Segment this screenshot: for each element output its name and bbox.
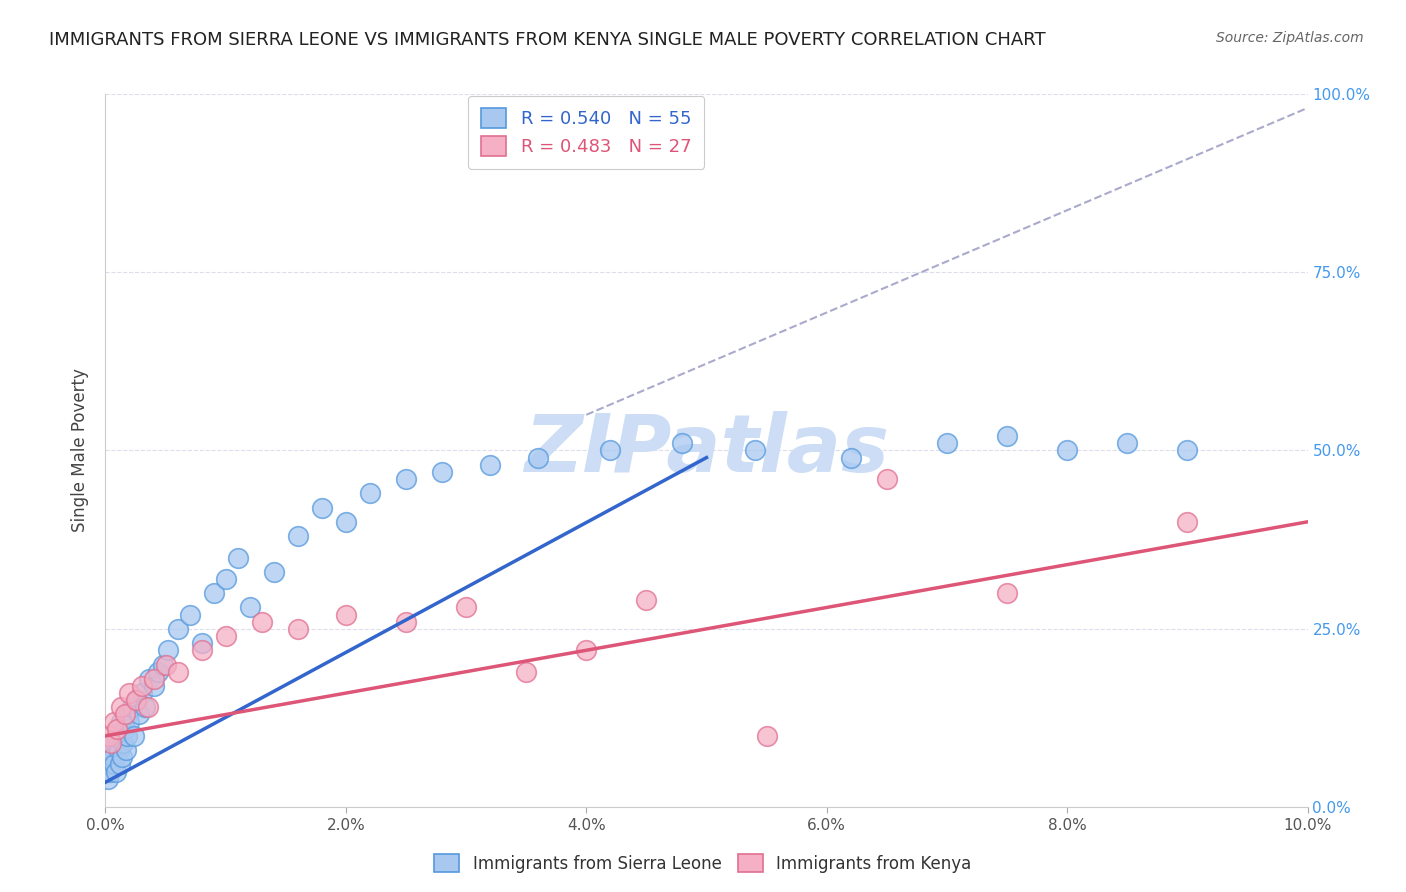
- Point: [190, 643, 212, 657]
- Point: [125, 693, 148, 707]
- Point: [118, 714, 141, 729]
- Point: [202, 586, 225, 600]
- Text: Source: ZipAtlas.com: Source: ZipAtlas.com: [1216, 31, 1364, 45]
- Point: [430, 465, 453, 479]
- Point: [98, 757, 121, 772]
- Point: [839, 450, 862, 465]
- Point: [110, 714, 132, 729]
- Point: [107, 743, 129, 757]
- Point: [107, 722, 129, 736]
- Point: [287, 529, 309, 543]
- Point: [515, 665, 537, 679]
- Point: [636, 593, 658, 607]
- Point: [936, 436, 959, 450]
- Point: [134, 700, 156, 714]
- Point: [527, 450, 550, 465]
- Point: [98, 729, 121, 743]
- Point: [1056, 443, 1078, 458]
- Point: [214, 572, 236, 586]
- Point: [112, 736, 135, 750]
- Point: [599, 443, 621, 458]
- Point: [287, 622, 309, 636]
- Point: [115, 729, 138, 743]
- Point: [1175, 515, 1198, 529]
- Point: [155, 657, 177, 672]
- Point: [131, 679, 153, 693]
- Point: [111, 750, 134, 764]
- Point: [311, 500, 333, 515]
- Point: [190, 636, 212, 650]
- Y-axis label: Single Male Poverty: Single Male Poverty: [72, 368, 90, 533]
- Point: [395, 472, 418, 486]
- Point: [115, 743, 138, 757]
- Point: [131, 686, 153, 700]
- Point: [101, 750, 124, 764]
- Point: [105, 764, 128, 779]
- Point: [263, 565, 285, 579]
- Legend: R = 0.540   N = 55, R = 0.483   N = 27: R = 0.540 N = 55, R = 0.483 N = 27: [468, 95, 704, 169]
- Point: [239, 600, 262, 615]
- Point: [1116, 436, 1139, 450]
- Point: [103, 714, 125, 729]
- Point: [226, 550, 249, 565]
- Point: [114, 722, 136, 736]
- Point: [335, 607, 357, 622]
- Text: IMMIGRANTS FROM SIERRA LEONE VS IMMIGRANTS FROM KENYA SINGLE MALE POVERTY CORREL: IMMIGRANTS FROM SIERRA LEONE VS IMMIGRAN…: [49, 31, 1046, 49]
- Legend: Immigrants from Sierra Leone, Immigrants from Kenya: Immigrants from Sierra Leone, Immigrants…: [427, 847, 979, 880]
- Point: [117, 707, 139, 722]
- Point: [104, 736, 127, 750]
- Point: [179, 607, 201, 622]
- Point: [148, 665, 170, 679]
- Point: [97, 772, 120, 786]
- Point: [108, 757, 131, 772]
- Point: [250, 615, 273, 629]
- Point: [755, 729, 778, 743]
- Point: [156, 643, 179, 657]
- Point: [671, 436, 693, 450]
- Point: [124, 729, 146, 743]
- Point: [744, 443, 766, 458]
- Point: [118, 686, 141, 700]
- Point: [100, 743, 122, 757]
- Point: [395, 615, 418, 629]
- Point: [136, 700, 159, 714]
- Point: [152, 657, 174, 672]
- Point: [103, 757, 125, 772]
- Point: [995, 586, 1018, 600]
- Point: [107, 729, 129, 743]
- Point: [124, 693, 146, 707]
- Point: [335, 515, 357, 529]
- Point: [98, 764, 121, 779]
- Text: ZIPatlas: ZIPatlas: [524, 411, 889, 490]
- Point: [121, 700, 143, 714]
- Point: [166, 622, 188, 636]
- Point: [359, 486, 381, 500]
- Point: [166, 665, 188, 679]
- Point: [454, 600, 477, 615]
- Point: [138, 672, 160, 686]
- Point: [995, 429, 1018, 443]
- Point: [142, 679, 165, 693]
- Point: [575, 643, 598, 657]
- Point: [876, 472, 898, 486]
- Point: [100, 736, 122, 750]
- Point: [128, 707, 150, 722]
- Point: [214, 629, 236, 643]
- Point: [479, 458, 502, 472]
- Point: [110, 700, 132, 714]
- Point: [142, 672, 165, 686]
- Point: [114, 707, 136, 722]
- Point: [1175, 443, 1198, 458]
